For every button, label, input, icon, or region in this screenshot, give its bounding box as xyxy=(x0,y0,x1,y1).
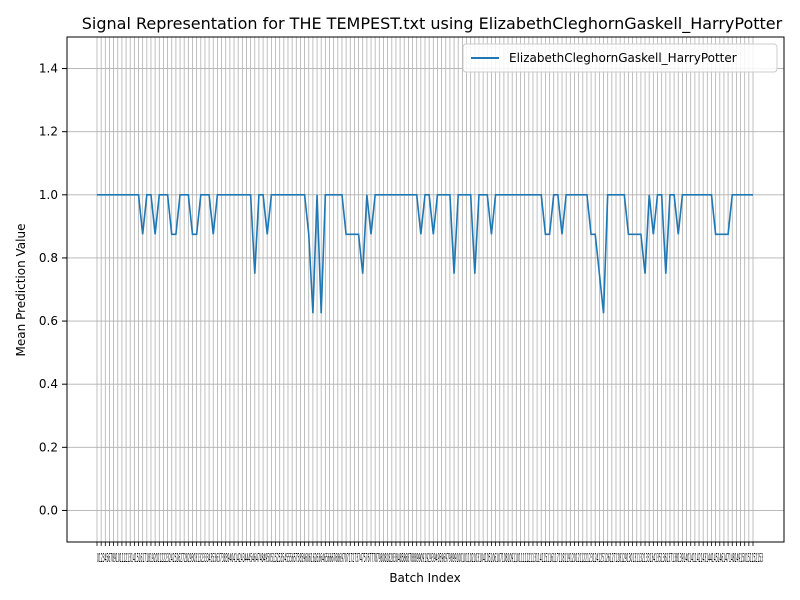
plot-frame xyxy=(66,36,785,543)
grid-lines xyxy=(67,37,784,542)
legend-box xyxy=(462,43,778,73)
chart-title: Signal Representation for THE TEMPEST.tx… xyxy=(82,14,783,34)
series-line xyxy=(97,194,753,314)
y-tick-label: 0.6 xyxy=(39,314,58,328)
legend-label: ElizabethCleghornGaskell_HarryPotter xyxy=(509,51,737,65)
x-tick-labels: 0123456789101112131415161718192021222324… xyxy=(97,551,763,565)
legend: ElizabethCleghornGaskell_HarryPotter xyxy=(462,43,778,73)
x-axis-ticks xyxy=(96,542,754,546)
y-tick-label: 1.0 xyxy=(39,188,58,202)
y-tick-label: 1.4 xyxy=(39,62,58,76)
plot-area xyxy=(67,37,784,542)
y-tick-label: 0.8 xyxy=(39,251,58,265)
y-axis-ticks: 0.0 0.2 0.4 0.6 0.8 1.0 1.2 1.4 xyxy=(39,62,67,517)
x-axis-label: Batch Index xyxy=(389,571,460,585)
y-tick-label: 1.2 xyxy=(39,125,58,139)
y-axis-label: Mean Prediction Value xyxy=(14,224,28,357)
y-tick-label: 0.4 xyxy=(39,377,58,391)
y-tick-label: 0.0 xyxy=(39,503,58,517)
y-tick-label: 0.2 xyxy=(39,440,58,454)
